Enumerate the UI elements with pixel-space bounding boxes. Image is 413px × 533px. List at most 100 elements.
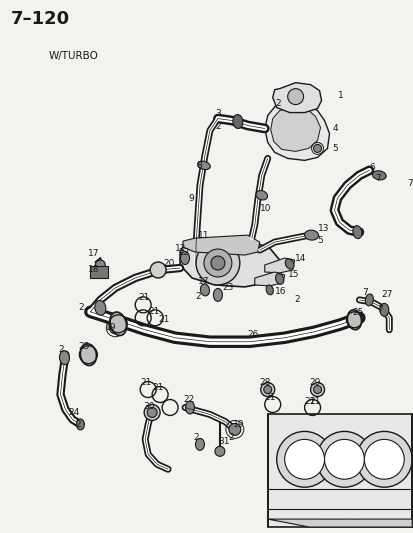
Circle shape <box>310 383 324 397</box>
Text: 5: 5 <box>332 144 337 153</box>
Ellipse shape <box>372 171 385 180</box>
Text: 7: 7 <box>376 305 382 314</box>
Polygon shape <box>183 235 259 255</box>
Text: 30: 30 <box>143 402 154 411</box>
Text: 21: 21 <box>152 383 163 392</box>
Ellipse shape <box>347 310 361 330</box>
Text: 2: 2 <box>78 303 84 312</box>
Ellipse shape <box>213 288 222 301</box>
Text: 2: 2 <box>275 99 281 108</box>
Text: 17: 17 <box>88 248 100 257</box>
Circle shape <box>109 322 121 334</box>
Ellipse shape <box>95 301 106 316</box>
Text: 13: 13 <box>317 224 328 232</box>
Text: 2: 2 <box>294 295 299 304</box>
Circle shape <box>276 431 332 487</box>
Text: 5: 5 <box>317 236 323 245</box>
Text: 10: 10 <box>259 204 271 213</box>
Ellipse shape <box>200 284 209 296</box>
Text: 18: 18 <box>88 265 100 274</box>
Ellipse shape <box>80 344 96 366</box>
Circle shape <box>228 423 240 435</box>
Text: 21: 21 <box>309 397 320 406</box>
Text: 8: 8 <box>195 161 201 170</box>
Circle shape <box>260 383 274 397</box>
Ellipse shape <box>266 285 273 295</box>
Text: 2: 2 <box>58 345 64 354</box>
Text: 19: 19 <box>232 420 244 429</box>
Text: 2: 2 <box>227 433 233 442</box>
Text: 14: 14 <box>294 254 305 263</box>
Text: 25: 25 <box>78 342 90 351</box>
Text: 22: 22 <box>178 247 189 256</box>
Text: W/TURBO: W/TURBO <box>48 51 98 61</box>
Text: 17: 17 <box>197 278 209 286</box>
Text: 3: 3 <box>214 109 220 118</box>
Text: 2: 2 <box>214 122 220 131</box>
Text: 16: 16 <box>274 287 285 296</box>
Polygon shape <box>264 258 294 273</box>
Text: 31: 31 <box>217 437 229 446</box>
Circle shape <box>313 385 321 393</box>
Text: 12: 12 <box>175 244 186 253</box>
Circle shape <box>284 439 324 479</box>
Text: 20: 20 <box>163 259 174 268</box>
Text: 24: 24 <box>68 408 80 417</box>
Circle shape <box>356 431 411 487</box>
Circle shape <box>95 260 105 270</box>
Text: 7: 7 <box>361 288 367 297</box>
Text: 1: 1 <box>337 91 342 100</box>
Circle shape <box>324 439 363 479</box>
Polygon shape <box>264 101 329 160</box>
Text: 21: 21 <box>158 316 169 324</box>
Ellipse shape <box>110 312 126 336</box>
Text: 2: 2 <box>75 420 81 429</box>
Ellipse shape <box>304 230 318 240</box>
Ellipse shape <box>197 161 210 169</box>
Text: 6: 6 <box>368 163 374 172</box>
Circle shape <box>287 88 303 104</box>
Ellipse shape <box>59 351 69 365</box>
Text: 15: 15 <box>287 270 299 279</box>
Circle shape <box>263 385 271 393</box>
Ellipse shape <box>255 191 267 200</box>
Text: 23: 23 <box>221 284 233 293</box>
Polygon shape <box>180 238 279 287</box>
Ellipse shape <box>232 115 242 128</box>
Circle shape <box>214 446 224 456</box>
Polygon shape <box>270 107 320 151</box>
Text: 7: 7 <box>406 179 412 188</box>
Ellipse shape <box>76 419 84 430</box>
Text: 21: 21 <box>148 308 159 317</box>
Polygon shape <box>272 83 321 112</box>
Circle shape <box>150 262 166 278</box>
Ellipse shape <box>364 294 373 306</box>
Circle shape <box>147 408 157 417</box>
Text: 2: 2 <box>192 433 198 442</box>
Polygon shape <box>254 272 284 286</box>
Text: 21: 21 <box>304 397 315 406</box>
Text: 25: 25 <box>351 308 363 317</box>
Text: 11: 11 <box>197 231 209 240</box>
Circle shape <box>211 256 224 270</box>
Text: 21: 21 <box>140 378 151 387</box>
Ellipse shape <box>285 259 293 269</box>
Text: 4: 4 <box>332 124 337 133</box>
Polygon shape <box>267 519 411 527</box>
Text: 7: 7 <box>375 174 380 183</box>
Circle shape <box>204 249 231 277</box>
Ellipse shape <box>352 225 361 239</box>
Ellipse shape <box>180 252 189 264</box>
Text: 26: 26 <box>247 330 259 339</box>
Ellipse shape <box>185 401 194 414</box>
Text: 7–120: 7–120 <box>11 10 70 28</box>
Text: 21: 21 <box>264 393 275 402</box>
Text: 22: 22 <box>183 395 194 404</box>
Circle shape <box>316 431 371 487</box>
Circle shape <box>144 405 160 421</box>
Text: 29: 29 <box>309 378 320 387</box>
Text: 19: 19 <box>105 324 116 332</box>
Ellipse shape <box>195 438 204 450</box>
Text: 27: 27 <box>380 290 392 300</box>
Text: 9: 9 <box>188 194 193 203</box>
